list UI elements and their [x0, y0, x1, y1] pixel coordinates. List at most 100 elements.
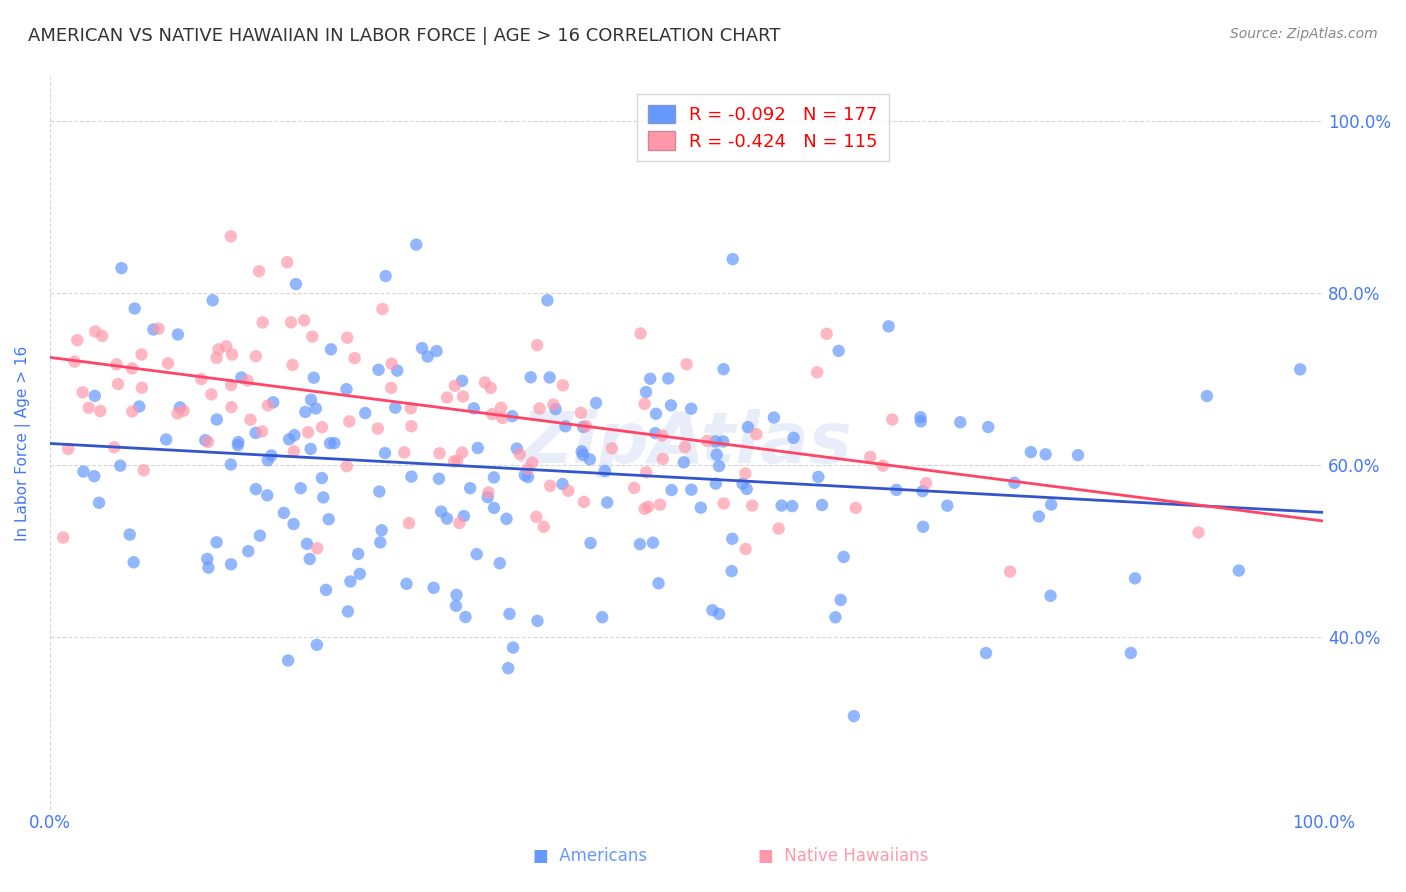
Native Hawaiians: [173, 403, 195, 417]
Native Hawaiians: [131, 381, 153, 395]
Native Hawaiians: [215, 339, 238, 353]
Americans: [634, 385, 657, 400]
Americans: [596, 495, 619, 509]
Native Hawaiians: [429, 446, 451, 460]
Native Hawaiians: [205, 351, 228, 365]
Native Hawaiians: [845, 500, 868, 515]
Native Hawaiians: [84, 324, 107, 338]
Americans: [318, 512, 340, 526]
Americans: [554, 419, 576, 434]
Americans: [422, 581, 444, 595]
Americans: [706, 448, 728, 462]
Americans: [713, 362, 735, 376]
Native Hawaiians: [257, 399, 280, 413]
Americans: [544, 402, 567, 417]
Native Hawaiians: [675, 357, 697, 371]
Americans: [384, 401, 406, 415]
Americans: [647, 576, 669, 591]
Americans: [245, 482, 267, 496]
Americans: [482, 470, 505, 484]
Native Hawaiians: [651, 428, 673, 442]
Native Hawaiians: [543, 398, 565, 412]
Native Hawaiians: [557, 483, 579, 498]
Americans: [517, 470, 540, 484]
Americans: [910, 414, 932, 428]
Americans: [579, 536, 602, 550]
Americans: [704, 434, 727, 449]
Native Hawaiians: [915, 476, 938, 491]
Americans: [238, 544, 260, 558]
Americans: [110, 458, 132, 473]
Americans: [1123, 571, 1146, 585]
Americans: [249, 528, 271, 542]
Americans: [219, 458, 242, 472]
Americans: [367, 363, 389, 377]
Native Hawaiians: [734, 467, 756, 481]
Native Hawaiians: [575, 419, 598, 434]
Americans: [572, 448, 595, 462]
Americans: [124, 301, 146, 316]
Native Hawaiians: [121, 404, 143, 418]
Americans: [436, 511, 458, 525]
Americans: [395, 577, 418, 591]
Americans: [295, 537, 318, 551]
Native Hawaiians: [443, 454, 465, 468]
Native Hawaiians: [245, 349, 267, 363]
Native Hawaiians: [572, 495, 595, 509]
Americans: [591, 610, 613, 624]
Americans: [305, 638, 328, 652]
Americans: [689, 500, 711, 515]
Americans: [495, 512, 517, 526]
Americans: [832, 549, 855, 564]
Native Hawaiians: [292, 313, 315, 327]
Americans: [122, 555, 145, 569]
Americans: [305, 401, 328, 416]
Americans: [226, 438, 249, 452]
Americans: [195, 552, 218, 566]
Americans: [405, 237, 427, 252]
Americans: [83, 389, 105, 403]
Americans: [315, 582, 337, 597]
Americans: [463, 401, 485, 416]
Americans: [169, 401, 191, 415]
Native Hawaiians: [91, 329, 114, 343]
Americans: [585, 396, 607, 410]
Americans: [770, 499, 793, 513]
Americans: [454, 610, 477, 624]
Americans: [368, 535, 391, 549]
Americans: [368, 484, 391, 499]
Americans: [782, 431, 804, 445]
Americans: [354, 406, 377, 420]
Americans: [118, 527, 141, 541]
Native Hawaiians: [551, 378, 574, 392]
Americans: [949, 415, 972, 429]
Americans: [910, 410, 932, 425]
Americans: [374, 446, 396, 460]
Americans: [1289, 362, 1312, 376]
Americans: [465, 547, 488, 561]
Americans: [374, 268, 396, 283]
Native Hawaiians: [1187, 525, 1209, 540]
Americans: [1004, 475, 1026, 490]
Native Hawaiians: [696, 434, 718, 448]
Native Hawaiians: [806, 365, 828, 379]
Native Hawaiians: [89, 404, 111, 418]
Native Hawaiians: [156, 356, 179, 370]
Legend: R = -0.092   N = 177, R = -0.424   N = 115: R = -0.092 N = 177, R = -0.424 N = 115: [637, 94, 889, 161]
Native Hawaiians: [648, 498, 671, 512]
Native Hawaiians: [66, 333, 89, 347]
Native Hawaiians: [148, 321, 170, 335]
Americans: [167, 327, 190, 342]
Americans: [319, 436, 342, 450]
Native Hawaiians: [401, 419, 423, 434]
Native Hawaiians: [630, 326, 652, 341]
Americans: [347, 547, 370, 561]
Native Hawaiians: [872, 458, 894, 473]
Native Hawaiians: [516, 462, 538, 476]
Native Hawaiians: [367, 422, 389, 436]
Americans: [312, 491, 335, 505]
Americans: [110, 261, 132, 276]
Native Hawaiians: [569, 406, 592, 420]
Americans: [672, 455, 695, 469]
Text: Source: ZipAtlas.com: Source: ZipAtlas.com: [1230, 27, 1378, 41]
